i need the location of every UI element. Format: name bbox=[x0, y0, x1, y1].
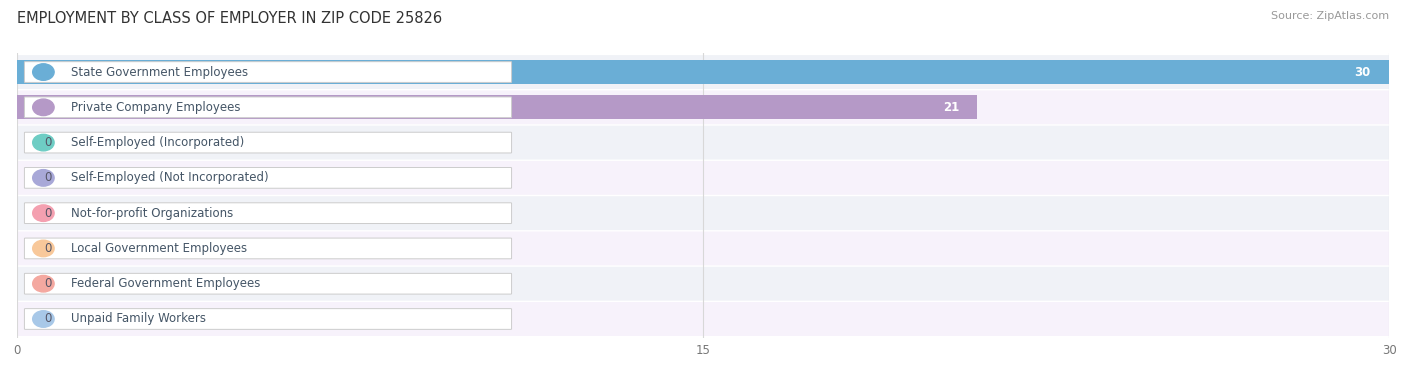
Text: Self-Employed (Not Incorporated): Self-Employed (Not Incorporated) bbox=[70, 171, 269, 184]
FancyBboxPatch shape bbox=[17, 302, 1389, 336]
FancyBboxPatch shape bbox=[24, 62, 512, 82]
Text: Unpaid Family Workers: Unpaid Family Workers bbox=[70, 312, 205, 326]
FancyBboxPatch shape bbox=[24, 238, 512, 259]
Text: 0: 0 bbox=[45, 207, 52, 220]
Text: Not-for-profit Organizations: Not-for-profit Organizations bbox=[70, 207, 233, 220]
Circle shape bbox=[32, 64, 53, 80]
Text: State Government Employees: State Government Employees bbox=[70, 65, 247, 79]
Text: 0: 0 bbox=[45, 242, 52, 255]
FancyBboxPatch shape bbox=[17, 90, 1389, 124]
FancyBboxPatch shape bbox=[24, 273, 512, 294]
Text: Private Company Employees: Private Company Employees bbox=[70, 101, 240, 114]
Text: 0: 0 bbox=[45, 136, 52, 149]
Circle shape bbox=[32, 276, 53, 292]
FancyBboxPatch shape bbox=[17, 161, 1389, 195]
FancyBboxPatch shape bbox=[24, 203, 512, 223]
Text: Source: ZipAtlas.com: Source: ZipAtlas.com bbox=[1271, 11, 1389, 21]
FancyBboxPatch shape bbox=[24, 97, 512, 118]
FancyBboxPatch shape bbox=[17, 267, 1389, 301]
Circle shape bbox=[32, 240, 53, 257]
Text: Self-Employed (Incorporated): Self-Employed (Incorporated) bbox=[70, 136, 245, 149]
Text: 0: 0 bbox=[45, 312, 52, 326]
Text: 0: 0 bbox=[45, 171, 52, 184]
Text: 0: 0 bbox=[45, 277, 52, 290]
Text: Federal Government Employees: Federal Government Employees bbox=[70, 277, 260, 290]
FancyBboxPatch shape bbox=[24, 132, 512, 153]
Text: 21: 21 bbox=[943, 101, 959, 114]
Bar bbox=[17, 96, 977, 119]
FancyBboxPatch shape bbox=[17, 126, 1389, 159]
FancyBboxPatch shape bbox=[24, 309, 512, 329]
FancyBboxPatch shape bbox=[17, 196, 1389, 230]
FancyBboxPatch shape bbox=[17, 232, 1389, 265]
Text: EMPLOYMENT BY CLASS OF EMPLOYER IN ZIP CODE 25826: EMPLOYMENT BY CLASS OF EMPLOYER IN ZIP C… bbox=[17, 11, 441, 26]
Circle shape bbox=[32, 311, 53, 327]
Circle shape bbox=[32, 99, 53, 115]
Text: Local Government Employees: Local Government Employees bbox=[70, 242, 247, 255]
FancyBboxPatch shape bbox=[24, 168, 512, 188]
Circle shape bbox=[32, 170, 53, 186]
Circle shape bbox=[32, 134, 53, 151]
FancyBboxPatch shape bbox=[17, 55, 1389, 89]
Text: 30: 30 bbox=[1354, 65, 1371, 79]
Circle shape bbox=[32, 205, 53, 221]
Bar bbox=[17, 60, 1389, 84]
